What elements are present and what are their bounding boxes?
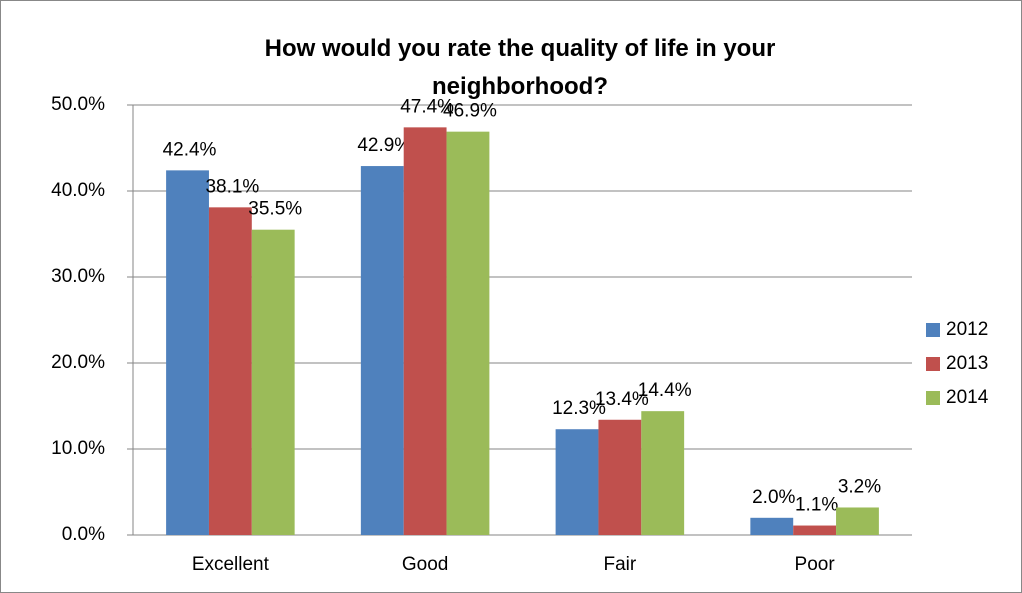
bar xyxy=(208,207,252,535)
legend-swatch xyxy=(926,357,940,371)
data-label: 38.1% xyxy=(205,176,259,197)
bar xyxy=(403,127,447,536)
data-label: 1.1% xyxy=(795,495,838,516)
y-tick-label: 50.0% xyxy=(51,94,105,115)
legend-swatch xyxy=(926,323,940,337)
legend-label: 2012 xyxy=(946,319,988,340)
data-label: 46.9% xyxy=(443,101,497,122)
legend-label: 2013 xyxy=(946,353,988,374)
bar xyxy=(750,517,794,535)
y-tick-label: 10.0% xyxy=(51,438,105,459)
bar xyxy=(251,229,295,535)
y-tick-label: 0.0% xyxy=(62,524,105,545)
data-label: 2.0% xyxy=(752,487,795,508)
data-label: 42.9% xyxy=(357,135,411,156)
y-tick-label: 40.0% xyxy=(51,180,105,201)
y-tick-label: 30.0% xyxy=(51,266,105,287)
data-label: 3.2% xyxy=(838,476,881,497)
bar xyxy=(555,429,599,535)
data-label: 13.4% xyxy=(595,389,649,410)
bar xyxy=(446,131,490,535)
legend-swatch xyxy=(926,391,940,405)
chart-title: How would you rate the quality of life i… xyxy=(264,35,776,100)
bar xyxy=(836,507,879,535)
y-tick-label: 20.0% xyxy=(51,352,105,373)
x-tick-label: Excellent xyxy=(192,554,270,575)
data-label: 14.4% xyxy=(638,380,692,401)
x-tick-label: Fair xyxy=(604,554,637,575)
data-label: 47.4% xyxy=(400,96,454,117)
bar xyxy=(598,419,642,535)
bar xyxy=(360,166,404,535)
data-label: 35.5% xyxy=(248,199,302,220)
bar xyxy=(166,170,209,536)
data-label: 12.3% xyxy=(552,398,606,419)
legend-label: 2014 xyxy=(946,387,989,408)
x-tick-label: Good xyxy=(402,554,448,575)
data-label: 42.4% xyxy=(163,139,217,160)
x-tick-label: Poor xyxy=(795,554,836,575)
bar xyxy=(793,525,837,535)
bar xyxy=(641,411,685,535)
